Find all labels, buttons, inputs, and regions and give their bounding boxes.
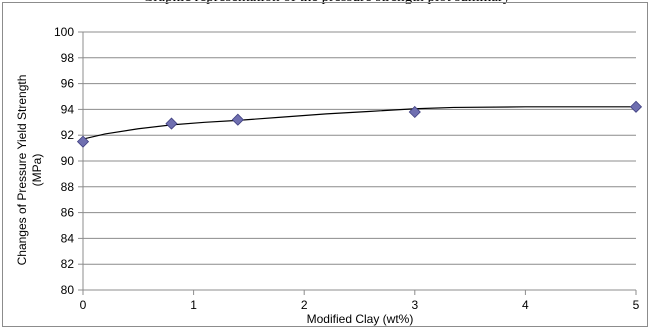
trend-layer bbox=[82, 106, 636, 140]
y-axis-title-group: Changes of Pressure Yield Strength (MPa) bbox=[15, 75, 44, 266]
y-tick-label: 84 bbox=[61, 231, 75, 245]
points-layer bbox=[76, 100, 643, 148]
labels-layer: 80 82 84 86 88 90 92 94 96 98 100 0 1 2 3 4 5 bbox=[54, 25, 640, 312]
y-tick-label: 80 bbox=[61, 283, 75, 297]
trendline bbox=[82, 106, 636, 140]
x-axis-title: Modified Clay (wt%) bbox=[307, 312, 414, 326]
x-tick-label: 0 bbox=[80, 298, 87, 312]
y-tick-label: 100 bbox=[54, 25, 74, 39]
x-tick-label: 4 bbox=[522, 298, 529, 312]
x-tick-label: 1 bbox=[190, 298, 197, 312]
data-point bbox=[76, 135, 90, 148]
y-tick-label: 90 bbox=[61, 154, 75, 168]
y-tick-label: 88 bbox=[61, 180, 75, 194]
data-point bbox=[165, 117, 178, 130]
y-axis-title-line-2: (MPa) bbox=[30, 154, 44, 187]
y-axis-title-line-1: Changes of Pressure Yield Strength bbox=[15, 75, 29, 266]
y-tick-label: 92 bbox=[61, 128, 75, 142]
y-tick-label: 86 bbox=[61, 206, 75, 220]
x-tick-label: 3 bbox=[411, 298, 418, 312]
data-point bbox=[408, 105, 421, 119]
axes-layer bbox=[78, 31, 637, 295]
data-point bbox=[629, 100, 643, 113]
chart-frame bbox=[2, 2, 648, 327]
y-tick-label: 94 bbox=[61, 102, 75, 116]
grid-layer bbox=[83, 31, 636, 291]
x-tick-label: 2 bbox=[301, 298, 308, 312]
x-tick-label: 5 bbox=[633, 298, 640, 312]
y-tick-label: 82 bbox=[61, 257, 75, 271]
y-tick-label: 96 bbox=[61, 77, 75, 91]
data-point bbox=[231, 113, 244, 126]
y-tick-label: 98 bbox=[61, 51, 75, 65]
